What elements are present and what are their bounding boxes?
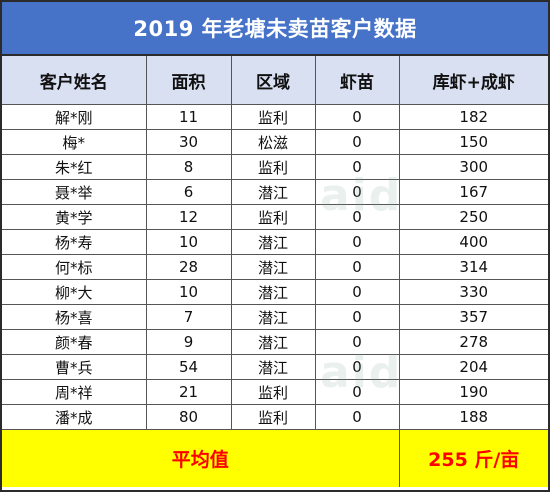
cell-stock-plus-adult: 188 (398, 404, 548, 430)
header-region: 区域 (230, 56, 316, 105)
cell-customer-name: 解*刚 (2, 104, 147, 130)
cell-customer-name: 柳*大 (2, 279, 147, 305)
cell-customer-name: 周*祥 (2, 379, 147, 405)
cell-area: 8 (145, 154, 232, 180)
cell-stock-plus-adult: 357 (398, 304, 548, 330)
cell-stock-plus-adult: 182 (398, 104, 548, 130)
cell-shrimp-fry: 0 (314, 179, 400, 205)
table-header-row: 客户姓名 面积 区域 虾苗 库虾+成虾 (2, 56, 548, 105)
cell-shrimp-fry: 0 (314, 404, 400, 430)
cell-stock-plus-adult: 330 (398, 279, 548, 305)
table-row: 聂*举 6 潜江 0 167 (2, 179, 548, 205)
cell-shrimp-fry: 0 (314, 154, 400, 180)
cell-region: 潜江 (230, 329, 316, 355)
cell-area: 28 (145, 254, 232, 280)
cell-region: 松滋 (230, 129, 316, 155)
cell-shrimp-fry: 0 (314, 104, 400, 130)
table-row: 解*刚 11 监利 0 182 (2, 104, 548, 130)
average-row: 平均值 255 斤/亩 (2, 429, 548, 487)
table-body: 解*刚 11 监利 0 182 梅* 30 松滋 0 150 朱*红 8 监利 0 300 聂*举 6 潜江 0 16… (2, 104, 548, 430)
cell-region: 监利 (230, 104, 316, 130)
header-customer-name: 客户姓名 (2, 56, 147, 105)
cell-stock-plus-adult: 150 (398, 129, 548, 155)
cell-customer-name: 曹*兵 (2, 354, 147, 380)
table-row: 曹*兵 54 潜江 0 204 (2, 354, 548, 380)
cell-area: 80 (145, 404, 232, 430)
table-row: 朱*红 8 监利 0 300 (2, 154, 548, 180)
cell-customer-name: 黄*学 (2, 204, 147, 230)
cell-area: 21 (145, 379, 232, 405)
page-title: 2019 年老塘未卖苗客户数据 (2, 2, 548, 56)
table-row: 柳*大 10 潜江 0 330 (2, 279, 548, 305)
table-row: 潘*成 80 监利 0 188 (2, 404, 548, 430)
cell-area: 54 (145, 354, 232, 380)
cell-region: 潜江 (230, 254, 316, 280)
cell-customer-name: 朱*红 (2, 154, 147, 180)
header-shrimp-fry: 虾苗 (314, 56, 400, 105)
cell-customer-name: 何*标 (2, 254, 147, 280)
cell-shrimp-fry: 0 (314, 229, 400, 255)
cell-stock-plus-adult: 167 (398, 179, 548, 205)
cell-shrimp-fry: 0 (314, 379, 400, 405)
cell-region: 潜江 (230, 354, 316, 380)
cell-area: 9 (145, 329, 232, 355)
average-value: 255 斤/亩 (398, 429, 548, 487)
table-row: 梅* 30 松滋 0 150 (2, 129, 548, 155)
average-label: 平均值 (2, 429, 400, 487)
table-row: 黄*学 12 监利 0 250 (2, 204, 548, 230)
cell-region: 监利 (230, 154, 316, 180)
cell-customer-name: 潘*成 (2, 404, 147, 430)
customer-table: 客户姓名 面积 区域 虾苗 库虾+成虾 解*刚 11 监利 0 182 梅* 30 松滋 0 15… (2, 56, 548, 487)
cell-shrimp-fry: 0 (314, 354, 400, 380)
cell-shrimp-fry: 0 (314, 304, 400, 330)
cell-area: 12 (145, 204, 232, 230)
cell-area: 10 (145, 229, 232, 255)
cell-stock-plus-adult: 204 (398, 354, 548, 380)
cell-stock-plus-adult: 250 (398, 204, 548, 230)
cell-region: 潜江 (230, 304, 316, 330)
cell-customer-name: 聂*举 (2, 179, 147, 205)
cell-area: 11 (145, 104, 232, 130)
cell-region: 潜江 (230, 279, 316, 305)
cell-customer-name: 杨*寿 (2, 229, 147, 255)
cell-area: 30 (145, 129, 232, 155)
header-area: 面积 (145, 56, 232, 105)
cell-stock-plus-adult: 300 (398, 154, 548, 180)
cell-stock-plus-adult: 278 (398, 329, 548, 355)
cell-shrimp-fry: 0 (314, 279, 400, 305)
cell-region: 监利 (230, 204, 316, 230)
cell-shrimp-fry: 0 (314, 129, 400, 155)
cell-stock-plus-adult: 400 (398, 229, 548, 255)
table-row: 周*祥 21 监利 0 190 (2, 379, 548, 405)
cell-region: 监利 (230, 404, 316, 430)
cell-customer-name: 颜*春 (2, 329, 147, 355)
header-stock-plus-adult: 库虾+成虾 (398, 56, 548, 105)
cell-shrimp-fry: 0 (314, 254, 400, 280)
cell-area: 6 (145, 179, 232, 205)
cell-region: 潜江 (230, 179, 316, 205)
table-row: 颜*春 9 潜江 0 278 (2, 329, 548, 355)
cell-stock-plus-adult: 314 (398, 254, 548, 280)
cell-area: 7 (145, 304, 232, 330)
cell-area: 10 (145, 279, 232, 305)
cell-region: 监利 (230, 379, 316, 405)
cell-region: 潜江 (230, 229, 316, 255)
table-row: 何*标 28 潜江 0 314 (2, 254, 548, 280)
table-row: 杨*喜 7 潜江 0 357 (2, 304, 548, 330)
cell-stock-plus-adult: 190 (398, 379, 548, 405)
cell-customer-name: 杨*喜 (2, 304, 147, 330)
cell-customer-name: 梅* (2, 129, 147, 155)
cell-shrimp-fry: 0 (314, 329, 400, 355)
cell-shrimp-fry: 0 (314, 204, 400, 230)
table-row: 杨*寿 10 潜江 0 400 (2, 229, 548, 255)
